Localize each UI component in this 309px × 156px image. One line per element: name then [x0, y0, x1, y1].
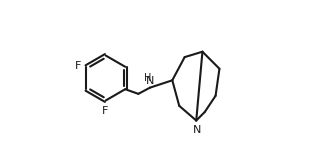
Text: N: N: [193, 125, 201, 135]
Text: H: H: [144, 73, 152, 83]
Text: N: N: [146, 76, 154, 86]
Text: F: F: [75, 61, 82, 71]
Text: F: F: [102, 106, 108, 116]
